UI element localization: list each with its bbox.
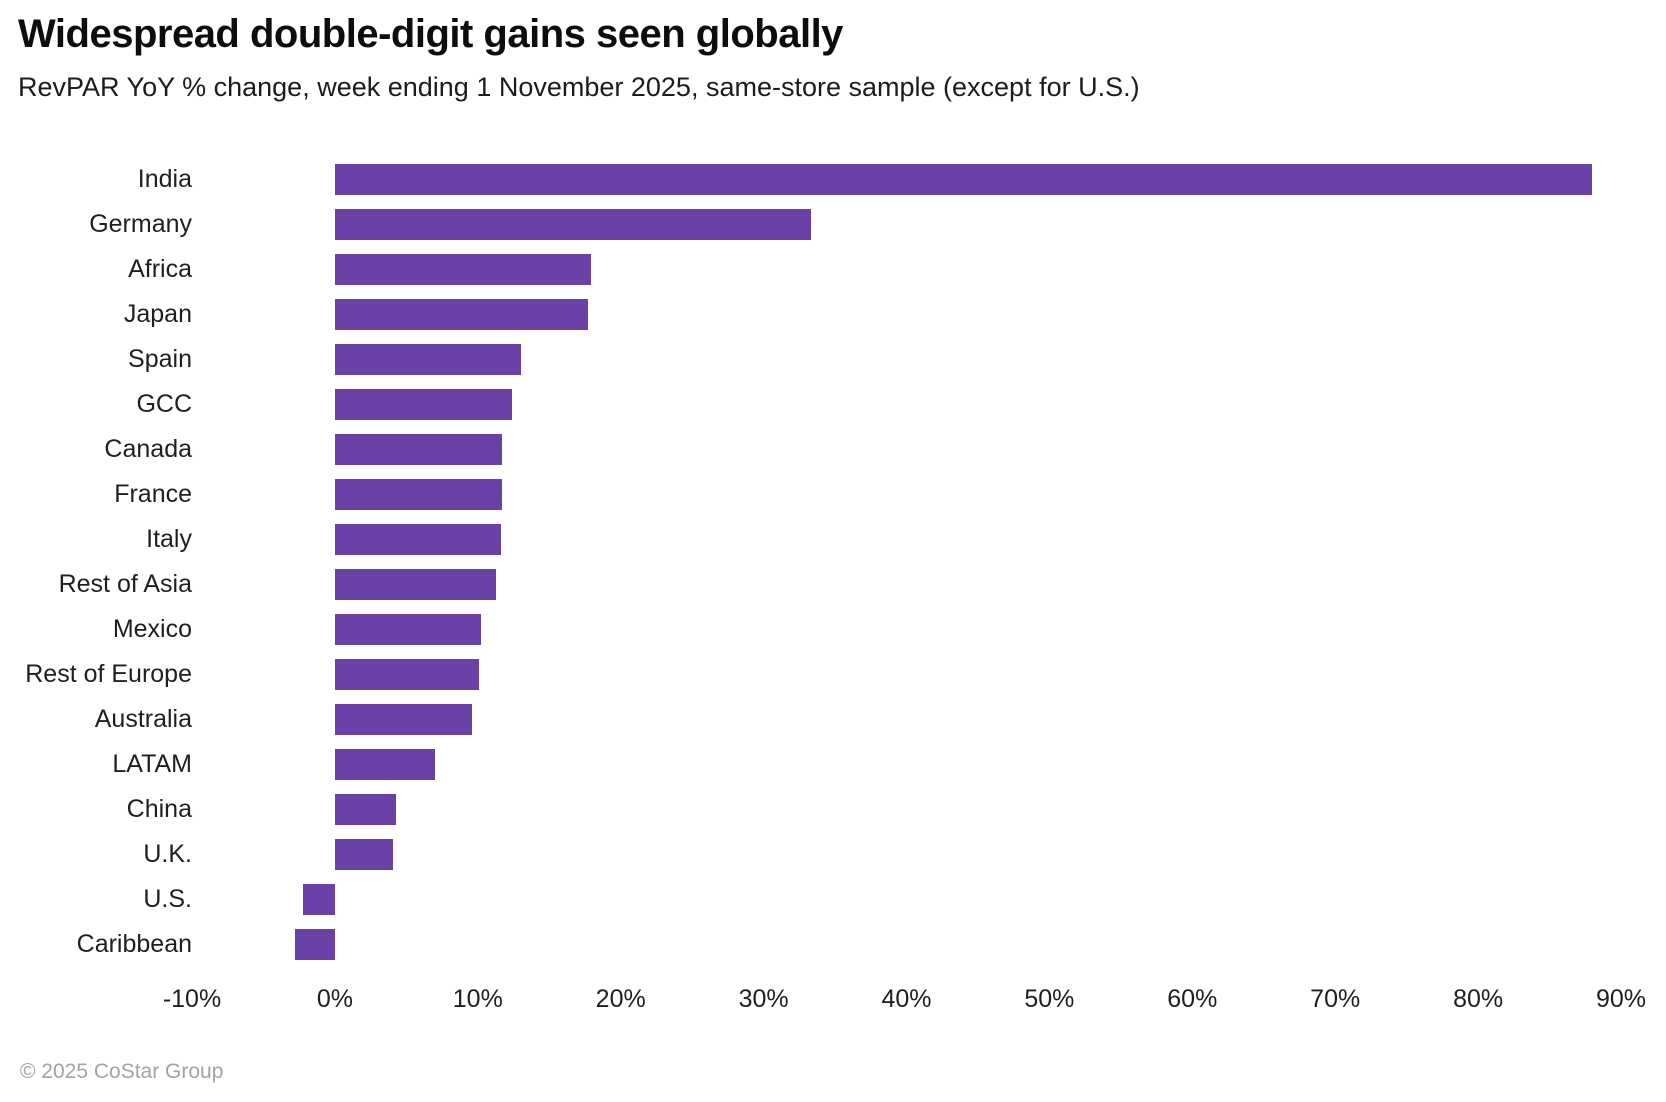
bar-row-caribbean: Caribbean <box>20 922 1666 967</box>
category-label-italy: Italy <box>146 525 192 553</box>
plot-area <box>192 164 1621 195</box>
bar-latam <box>334 749 435 780</box>
plot-area <box>192 929 1621 960</box>
plot-area <box>192 839 1621 870</box>
bar-china <box>334 794 397 825</box>
bar-france <box>334 479 503 510</box>
bar-u-s <box>303 884 335 915</box>
category-label-canada: Canada <box>104 435 192 463</box>
bar-spain <box>334 344 521 375</box>
bar-row-africa: Africa <box>20 247 1666 292</box>
plot-area <box>192 569 1621 600</box>
bar-canada <box>334 434 503 465</box>
bar-row-latam: LATAM <box>20 742 1666 787</box>
bar-row-mexico: Mexico <box>20 607 1666 652</box>
category-label-india: India <box>137 165 192 193</box>
plot-area <box>192 254 1621 285</box>
bar-row-canada: Canada <box>20 427 1666 472</box>
category-label-mexico: Mexico <box>112 615 192 643</box>
bar-gcc <box>334 389 513 420</box>
category-label-china: China <box>126 795 192 823</box>
x-tick-20: 20% <box>595 985 646 1013</box>
bar-australia <box>334 704 473 735</box>
bar-row-rest-of-asia: Rest of Asia <box>20 562 1666 607</box>
category-label-france: France <box>114 480 192 508</box>
bar-row-spain: Spain <box>20 337 1666 382</box>
category-label-latam: LATAM <box>112 750 192 778</box>
category-label-rest-of-europe: Rest of Europe <box>25 660 192 688</box>
category-label-rest-of-asia: Rest of Asia <box>58 570 192 598</box>
category-label-gcc: GCC <box>136 390 192 418</box>
category-label-germany: Germany <box>89 210 192 238</box>
bar-row-germany: Germany <box>20 202 1666 247</box>
bar-africa <box>334 254 591 285</box>
category-label-u-s: U.S. <box>143 885 192 913</box>
bar-germany <box>334 209 811 240</box>
chart-title: Widespread double-digit gains seen globa… <box>18 12 843 56</box>
plot-area <box>192 659 1621 690</box>
x-tick-70: 70% <box>1310 985 1361 1013</box>
x-axis: -10% 0% 10% 20% 30% 40% 50% 60% 70% 80% 90% <box>20 985 1666 1017</box>
x-tick-30: 30% <box>738 985 789 1013</box>
bar-row-u-s: U.S. <box>20 877 1666 922</box>
bar-rest-of-europe <box>334 659 480 690</box>
bar-japan <box>334 299 588 330</box>
bar-row-gcc: GCC <box>20 382 1666 427</box>
x-tick-40: 40% <box>881 985 932 1013</box>
bar-row-japan: Japan <box>20 292 1666 337</box>
bar-rest-of-asia <box>334 569 497 600</box>
bar-row-rest-of-europe: Rest of Europe <box>20 652 1666 697</box>
bar-row-australia: Australia <box>20 697 1666 742</box>
bar-mexico <box>334 614 481 645</box>
bar-row-u-k: U.K. <box>20 832 1666 877</box>
bar-caribbean <box>294 929 335 960</box>
bar-row-france: France <box>20 472 1666 517</box>
plot-area <box>192 884 1621 915</box>
chart-subtitle: RevPAR YoY % change, week ending 1 Novem… <box>18 72 1140 102</box>
category-label-caribbean: Caribbean <box>76 930 192 958</box>
plot-area <box>192 389 1621 420</box>
category-label-spain: Spain <box>128 345 192 373</box>
x-tick-50: 50% <box>1024 985 1075 1013</box>
x-tick-0: 0% <box>316 985 353 1013</box>
plot-area <box>192 344 1621 375</box>
plot-area <box>192 209 1621 240</box>
plot-area <box>192 434 1621 465</box>
category-label-africa: Africa <box>128 255 192 283</box>
x-tick-10: -10% <box>162 985 222 1013</box>
bar-chart: India Germany Africa Japan Spain GCC Canada Fra… <box>20 157 1666 967</box>
copyright-note: © 2025 CoStar Group <box>20 1060 224 1083</box>
x-tick-80: 80% <box>1453 985 1504 1013</box>
category-label-u-k: U.K. <box>143 840 192 868</box>
plot-area <box>192 524 1621 555</box>
plot-area <box>192 299 1621 330</box>
bar-rows: India Germany Africa Japan Spain GCC Canada Fra… <box>20 157 1666 967</box>
plot-area <box>192 749 1621 780</box>
bar-u-k <box>334 839 394 870</box>
bar-row-india: India <box>20 157 1666 202</box>
plot-area <box>192 479 1621 510</box>
x-tick-90: 90% <box>1595 985 1647 1013</box>
bar-italy <box>334 524 501 555</box>
bar-row-italy: Italy <box>20 517 1666 562</box>
x-tick-10: 10% <box>452 985 503 1013</box>
plot-area <box>192 614 1621 645</box>
plot-area <box>192 794 1621 825</box>
bar-india <box>334 164 1593 195</box>
plot-area <box>192 704 1621 735</box>
category-label-australia: Australia <box>94 705 192 733</box>
category-label-japan: Japan <box>123 300 192 328</box>
x-axis-ticks: -10% 0% 10% 20% 30% 40% 50% 60% 70% 80% 90% <box>163 985 1646 1017</box>
x-tick-60: 60% <box>1167 985 1218 1013</box>
bar-row-china: China <box>20 787 1666 832</box>
